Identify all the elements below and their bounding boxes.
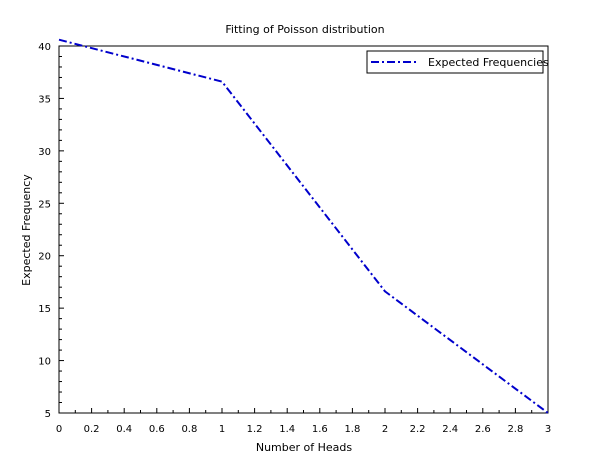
legend-box — [366, 50, 544, 74]
x-tick-label: 0.4 — [116, 424, 132, 435]
x-tick-label: 2 — [382, 424, 388, 435]
y-tick-label: 40 — [38, 42, 51, 53]
y-tick-label: 35 — [38, 94, 51, 105]
legend: Expected Frequencies — [366, 50, 549, 74]
x-tick-label: 1 — [219, 424, 225, 435]
y-axis-ticks: 5 10 15 20 25 30 35 40 — [38, 42, 64, 420]
x-tick-label: 1.8 — [344, 424, 360, 435]
x-tick-label: 2.8 — [507, 424, 523, 435]
x-axis-ticks: 0 0.2 0.4 0.6 0.8 1 1.2 1.4 1.6 1.8 2 2.2 2.4 2.6 2.8 3 — [56, 408, 551, 435]
legend-series-label: Expected Frequencies — [428, 56, 549, 69]
x-tick-label: 2.6 — [475, 424, 491, 435]
series-line-0 — [58, 38, 549, 414]
x-tick-label: 1.2 — [247, 424, 263, 435]
y-tick-label: 10 — [38, 357, 51, 368]
x-axis-label: Number of Heads — [256, 441, 353, 454]
x-tick-label: 1.6 — [312, 424, 328, 435]
x-tick-label: 0.2 — [84, 424, 100, 435]
x-tick-label: 2.2 — [410, 424, 426, 435]
x-tick-label: 0 — [56, 424, 62, 435]
x-tick-label: 0.6 — [149, 424, 165, 435]
y-tick-label: 30 — [38, 147, 51, 158]
y-tick-label: 15 — [38, 304, 51, 315]
x-tick-label: 3 — [545, 424, 551, 435]
y-tick-label: 20 — [38, 252, 51, 263]
chart-title: Fitting of Poisson distribution — [225, 23, 384, 36]
series-layer — [58, 38, 549, 414]
y-tick-label: 5 — [45, 409, 51, 420]
x-tick-label: 0.8 — [181, 424, 197, 435]
x-tick-label: 1.4 — [279, 424, 295, 435]
y-axis-label: Expected Frequency — [20, 174, 33, 286]
x-tick-label: 2.4 — [442, 424, 458, 435]
y-tick-label: 25 — [38, 199, 51, 210]
